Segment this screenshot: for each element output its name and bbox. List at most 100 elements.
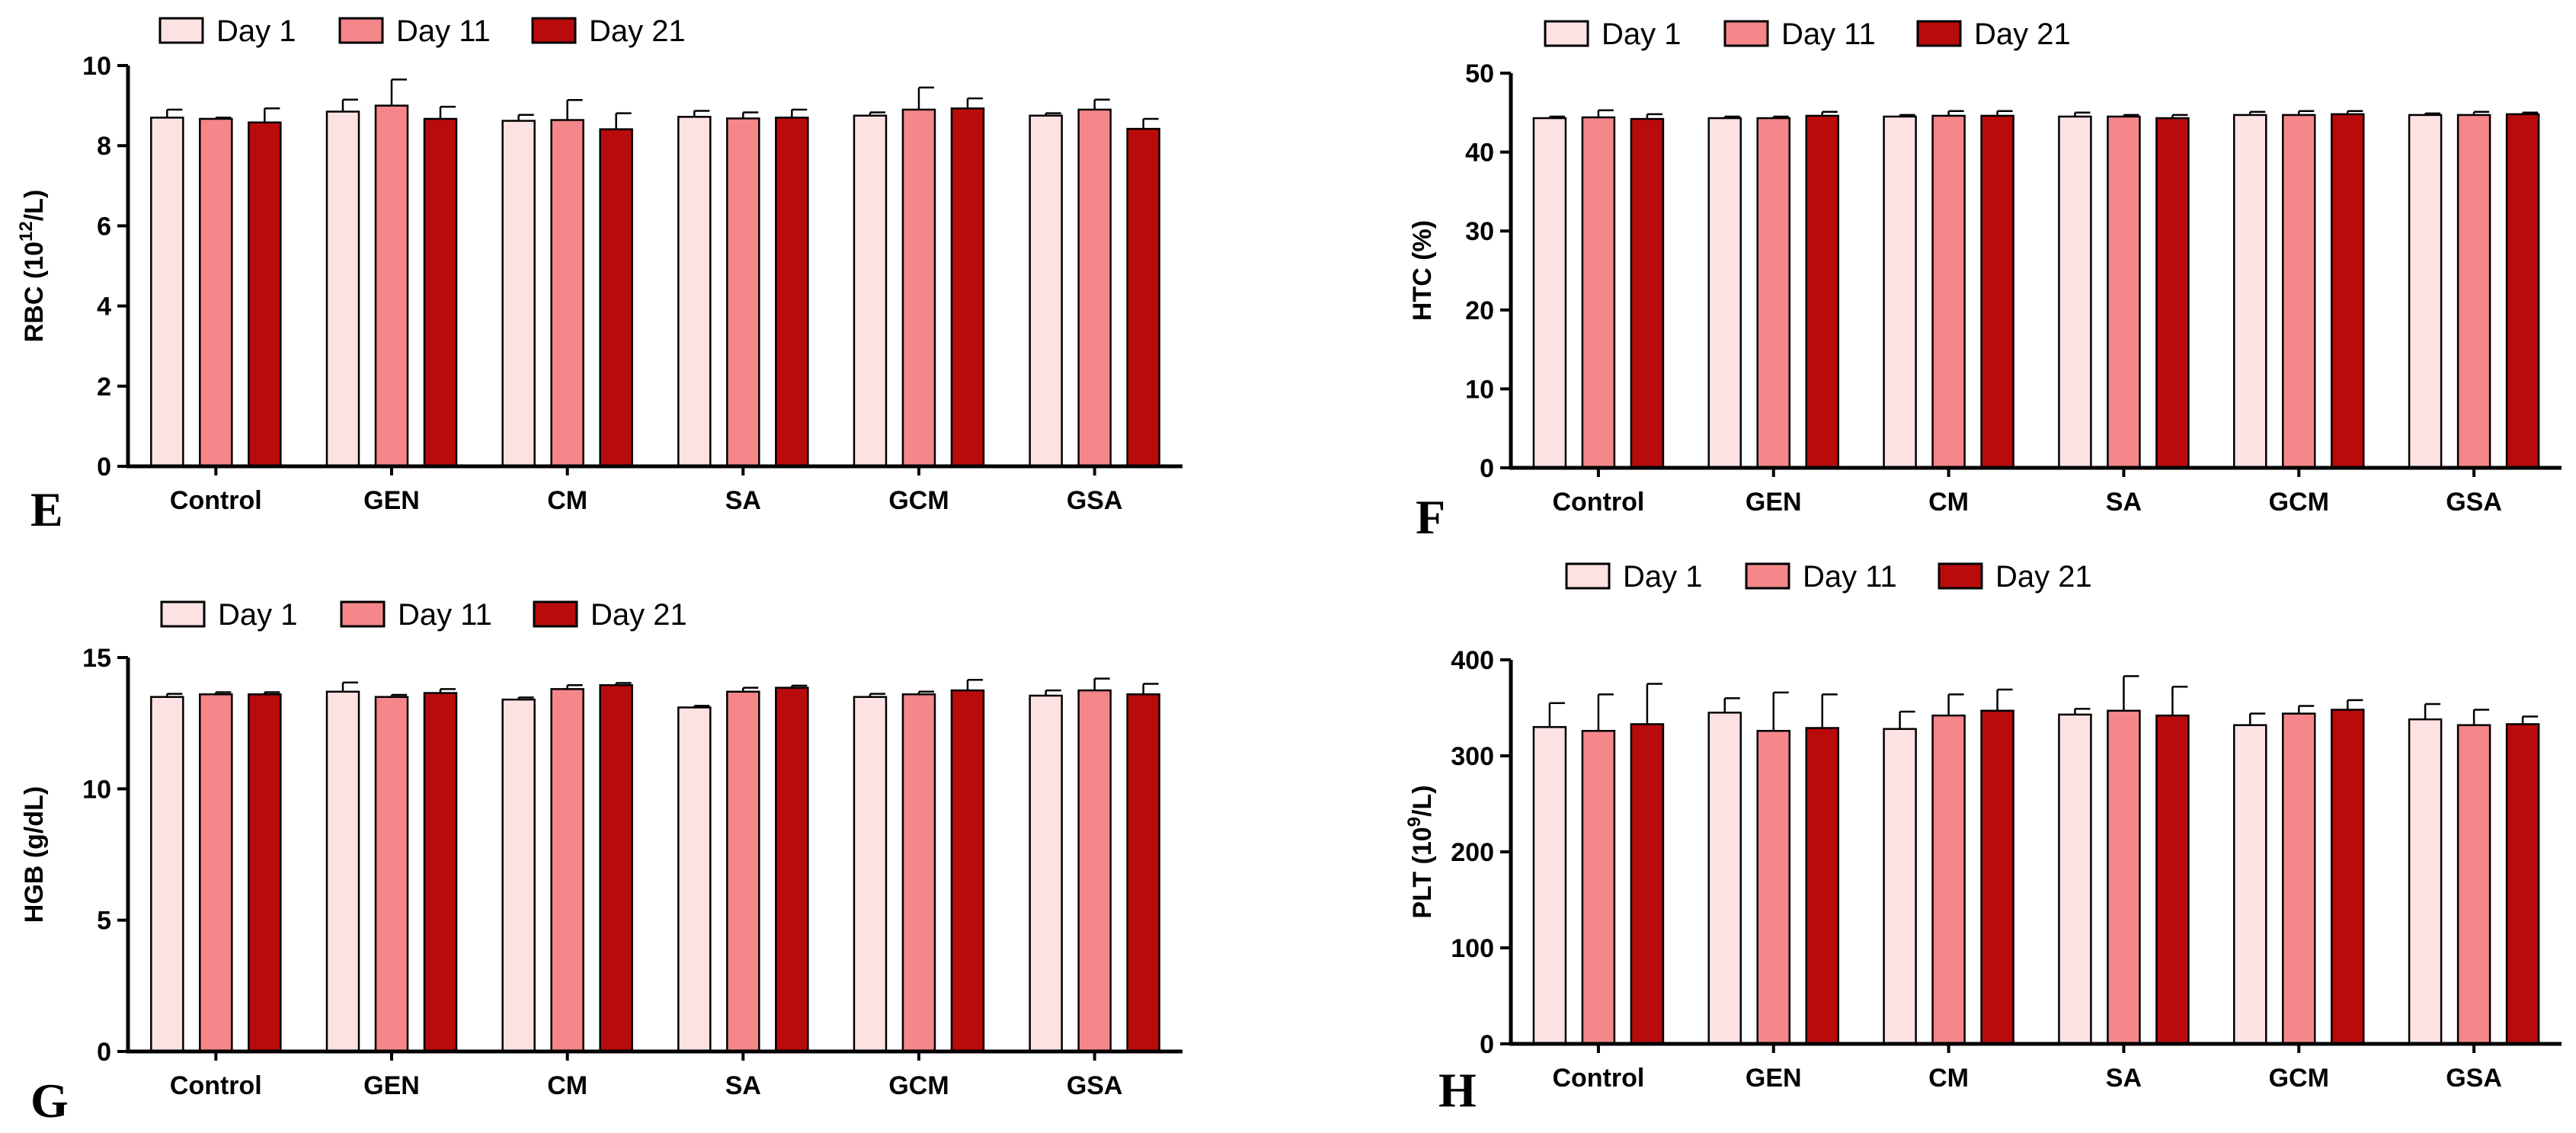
bar-cm-day-1 — [501, 120, 536, 468]
bar-gcm-day-1 — [853, 696, 888, 1053]
bar-control-day-1 — [150, 117, 184, 468]
y-tick-label: 0 — [97, 453, 111, 482]
panel-letter: E — [30, 482, 63, 536]
bar-gsa-day-21 — [1126, 127, 1160, 468]
x-tick-label-cm: CM — [547, 486, 587, 515]
chart-panel-f: Day 1 Day 11 Day 21 0 10 20 30 40 50 Control GEN CM… — [1408, 18, 2562, 544]
x-tick-label-gsa: GSA — [1067, 486, 1123, 515]
bar-cm-day-21 — [599, 683, 633, 1053]
bar-gsa-day-21 — [1126, 693, 1160, 1053]
legend-label-day-11: Day 11 — [1781, 18, 1876, 51]
bar-gsa-day-11 — [2456, 724, 2491, 1045]
x-tick-label-gsa: GSA — [2446, 488, 2502, 517]
y-tick-label: 0 — [97, 1038, 111, 1067]
legend-swatch-day-1 — [1544, 20, 1589, 47]
y-tick-label: 200 — [1451, 838, 1494, 867]
bar-cm-day-11 — [1931, 114, 1966, 469]
y-tick-label: 300 — [1451, 742, 1494, 771]
legend-swatch-day-1 — [160, 600, 206, 628]
bar-control-day-21 — [248, 693, 282, 1053]
legend-label-day-11: Day 11 — [1803, 560, 1897, 594]
x-tick-label-gsa: GSA — [1067, 1071, 1123, 1100]
legend-swatch-day-11 — [1745, 562, 1790, 590]
legend-label-day-21: Day 21 — [589, 14, 686, 48]
y-tick-label: 4 — [97, 293, 111, 322]
bar-gen-day-1 — [325, 110, 360, 468]
x-tick-label-gcm: GCM — [2269, 488, 2329, 517]
bar-sa-day-21 — [2155, 117, 2190, 469]
bar-gen-day-21 — [423, 692, 458, 1053]
bar-gcm-day-21 — [950, 107, 985, 468]
x-tick-label-gen: GEN — [363, 1071, 420, 1100]
bar-gcm-day-1 — [2233, 114, 2267, 469]
bar-control-day-1 — [1532, 725, 1567, 1045]
legend-swatch-day-11 — [340, 600, 386, 628]
bar-control-day-11 — [1581, 729, 1616, 1045]
y-tick-label: 100 — [1451, 934, 1494, 963]
bar-cm-day-21 — [1980, 709, 2014, 1045]
x-tick-label-control: Control — [1552, 488, 1644, 517]
bar-sa-day-11 — [2107, 115, 2141, 469]
x-tick-label-gen: GEN — [1746, 1064, 1802, 1093]
bar-control-day-21 — [248, 121, 282, 468]
bar-sa-day-21 — [775, 687, 809, 1053]
y-tick-label: 15 — [82, 644, 111, 673]
x-tick-label-sa: SA — [725, 486, 761, 515]
y-tick-label: 8 — [97, 132, 111, 161]
panel-letter: F — [1416, 490, 1445, 544]
bar-cm-day-1 — [1883, 728, 1917, 1045]
legend-label-day-11: Day 11 — [398, 598, 492, 632]
bar-gsa-day-11 — [1077, 689, 1112, 1053]
x-tick-label-gcm: GCM — [888, 486, 949, 515]
bar-gcm-day-21 — [2331, 709, 2365, 1045]
bar-cm-day-21 — [1980, 114, 2014, 469]
bar-cm-day-11 — [550, 119, 584, 468]
bar-gcm-day-21 — [950, 689, 985, 1053]
legend-label-day-21: Day 21 — [590, 598, 687, 632]
panel-letter: H — [1438, 1063, 1477, 1117]
legend-label-day-1: Day 1 — [216, 14, 296, 48]
bar-gen-day-1 — [1707, 712, 1742, 1045]
bar-gsa-day-21 — [2505, 113, 2540, 469]
bar-sa-day-21 — [775, 117, 809, 468]
bar-control-day-21 — [1630, 117, 1665, 469]
bar-gsa-day-11 — [2456, 114, 2491, 469]
legend-swatch-day-1 — [1565, 562, 1611, 590]
y-tick-label: 2 — [97, 373, 111, 402]
bar-gen-day-11 — [374, 696, 409, 1053]
bar-gsa-day-1 — [1029, 694, 1063, 1053]
y-tick-label: 10 — [82, 52, 111, 81]
y-tick-label: 0 — [1480, 454, 1494, 483]
legend-swatch-day-21 — [533, 600, 578, 628]
x-tick-label-gsa: GSA — [2446, 1064, 2502, 1093]
bar-sa-day-21 — [2155, 714, 2190, 1045]
bar-sa-day-11 — [726, 690, 760, 1053]
x-tick-label-control: Control — [1552, 1064, 1644, 1093]
bar-sa-day-1 — [2058, 713, 2092, 1045]
y-axis-title: RBC (1012/L) — [16, 190, 49, 343]
bar-gen-day-21 — [1805, 727, 1839, 1045]
legend-swatch-day-21 — [1938, 562, 1983, 590]
bar-gcm-day-21 — [2331, 113, 2365, 469]
y-tick-label: 10 — [82, 775, 111, 804]
x-tick-label-cm: CM — [1928, 1064, 1969, 1093]
y-tick-label: 30 — [1465, 217, 1494, 246]
legend-label-day-11: Day 11 — [396, 14, 491, 48]
legend-label-day-1: Day 1 — [1602, 18, 1682, 51]
bar-gsa-day-11 — [1077, 108, 1112, 468]
bar-control-day-11 — [1581, 116, 1616, 469]
bar-gcm-day-11 — [2282, 114, 2316, 469]
bar-cm-day-1 — [1883, 115, 1917, 469]
y-tick-label: 6 — [97, 212, 111, 241]
bar-gen-day-21 — [1805, 114, 1839, 469]
chart-panel-g: Day 1 Day 11 Day 21 0 5 10 15 Control GEN CM SA GCM… — [20, 598, 1182, 1128]
x-tick-label-cm: CM — [547, 1071, 587, 1100]
y-axis-title: PLT (109/L) — [1404, 785, 1437, 918]
bar-sa-day-1 — [677, 706, 712, 1053]
bar-gcm-day-1 — [2233, 724, 2267, 1045]
y-axis-title: HTC (%) — [1408, 220, 1437, 321]
legend-swatch-day-21 — [1916, 20, 1962, 47]
bar-control-day-11 — [199, 693, 233, 1053]
legend-swatch-day-11 — [338, 17, 384, 44]
y-tick-label: 20 — [1465, 296, 1494, 325]
